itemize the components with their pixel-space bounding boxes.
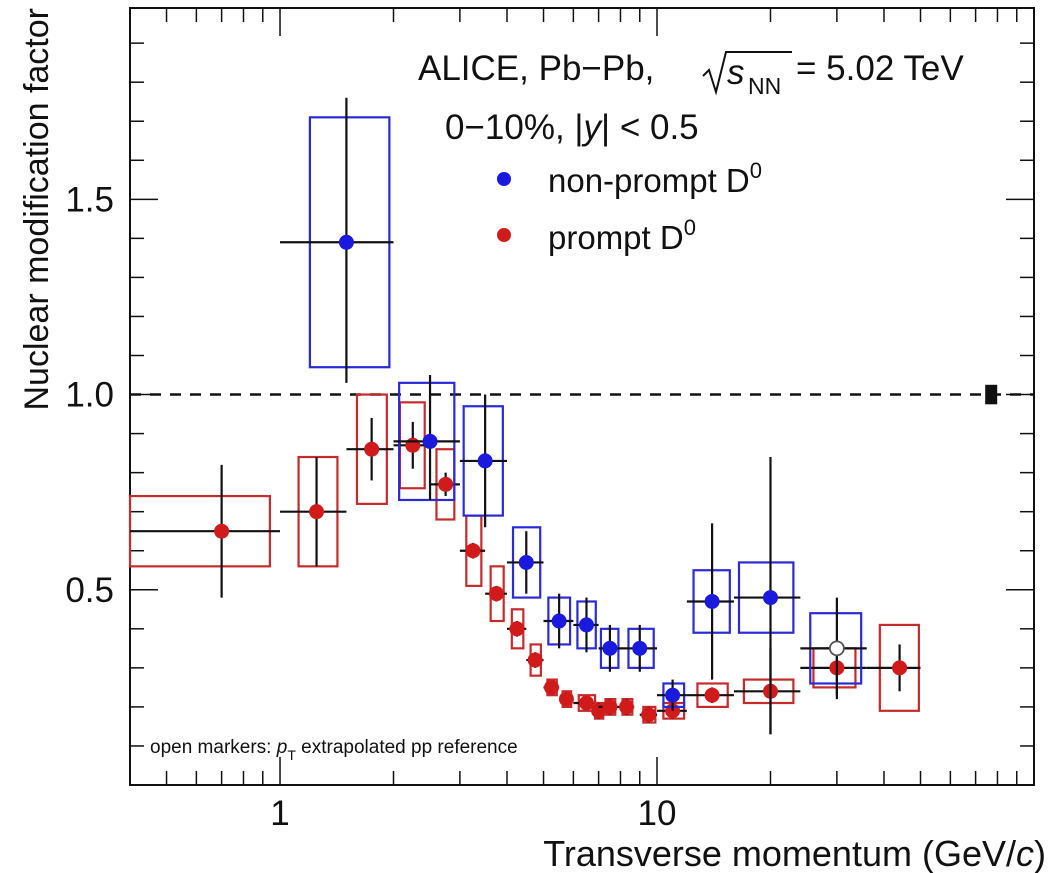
nonprompt-marker <box>422 433 438 449</box>
nonprompt-point <box>686 523 734 680</box>
prompt-point <box>485 565 507 623</box>
prompt-point <box>619 698 635 716</box>
nonprompt-marker <box>338 234 354 250</box>
prompt-marker <box>558 691 574 707</box>
nonprompt-point <box>393 375 460 502</box>
prompt-point <box>280 455 347 568</box>
nonprompt-marker <box>704 593 720 609</box>
y-tick-label: 1.0 <box>65 376 114 415</box>
prompt-marker <box>544 679 560 695</box>
prompt-marker <box>309 504 325 520</box>
y-tick-label: 0.5 <box>65 571 114 610</box>
prompt-point <box>526 643 544 677</box>
nonprompt-marker <box>602 640 618 656</box>
nonprompt-point <box>280 97 394 383</box>
axis-ticks <box>130 8 1034 785</box>
legend-label-prompt: prompt D0 <box>548 215 696 256</box>
sqrt-sign <box>702 51 792 96</box>
energy-value: = 5.02 TeV <box>796 49 964 88</box>
header-centrality: 0−10%, |y| < 0.5 <box>445 108 699 147</box>
plot-border <box>129 7 1035 786</box>
nonprompt-point <box>733 457 801 735</box>
energy-symbol: s <box>727 53 745 92</box>
legend-marker-prompt <box>497 228 511 242</box>
x-tick-label: 1 <box>270 794 289 833</box>
legend-marker-nonprompt <box>497 172 511 186</box>
prompt-marker <box>405 437 421 453</box>
plot-frame <box>129 7 1035 786</box>
prompt-marker <box>509 621 525 637</box>
prompt-marker <box>578 695 594 711</box>
prompt-point <box>866 623 921 712</box>
header-energy: s NN = 5.02 TeV <box>702 49 964 99</box>
x-axis-title: Transverse momentum (GeV/c) <box>543 833 1046 873</box>
nonprompt-point <box>657 679 687 711</box>
prompt-marker <box>641 707 657 723</box>
prompt-d0-series <box>128 393 921 735</box>
prompt-point <box>506 608 527 650</box>
prompt-marker <box>619 699 635 715</box>
nonprompt-point <box>620 624 658 672</box>
nonprompt-marker <box>632 640 648 656</box>
nonprompt-point <box>543 593 574 649</box>
nonprompt-marker <box>762 590 778 606</box>
nonprompt-marker <box>518 554 534 570</box>
nonprompt-point <box>506 526 544 599</box>
y-axis-title: Nuclear modification factor <box>18 8 56 411</box>
prompt-marker <box>527 652 543 668</box>
nonprompt-marker <box>551 613 567 629</box>
prompt-marker <box>465 543 481 559</box>
nonprompt-point <box>598 624 621 672</box>
nonprompt-d0-series <box>280 97 867 735</box>
nonprompt-marker <box>665 687 681 703</box>
reference-line <box>130 384 1034 405</box>
prompt-marker <box>214 523 230 539</box>
prompt-point <box>128 464 281 598</box>
x-tick-label: 10 <box>638 794 677 833</box>
prompt-marker <box>364 441 380 457</box>
nonprompt-marker-open <box>828 640 845 657</box>
prompt-marker <box>704 687 720 703</box>
nonprompt-point <box>800 597 867 700</box>
y-tick-label: 1.5 <box>65 180 114 219</box>
energy-subscript: NN <box>748 73 781 99</box>
prompt-point <box>639 705 658 724</box>
tick-labels: 1 10 0.5 1.0 1.5 <box>65 180 676 833</box>
header-collision: ALICE, Pb−Pb, <box>418 49 654 88</box>
prompt-marker <box>438 476 454 492</box>
prompt-point <box>543 678 560 697</box>
normalization-uncertainty-box <box>985 384 998 405</box>
prompt-marker <box>488 586 504 602</box>
legend-label-nonprompt: non-prompt D0 <box>548 158 762 199</box>
prompt-marker <box>892 660 908 676</box>
nonprompt-point <box>573 597 599 653</box>
nonprompt-marker <box>477 453 493 469</box>
prompt-point <box>558 690 574 709</box>
prompt-marker <box>602 699 618 715</box>
nonprompt-marker <box>578 617 594 633</box>
footnote: open markers: pT extrapolated pp referen… <box>150 737 518 763</box>
prompt-point <box>686 682 734 709</box>
prompt-point <box>346 393 394 505</box>
nonprompt-point <box>459 394 507 528</box>
legend: non-prompt D0 prompt D0 <box>497 158 762 256</box>
prompt-point <box>598 698 621 716</box>
